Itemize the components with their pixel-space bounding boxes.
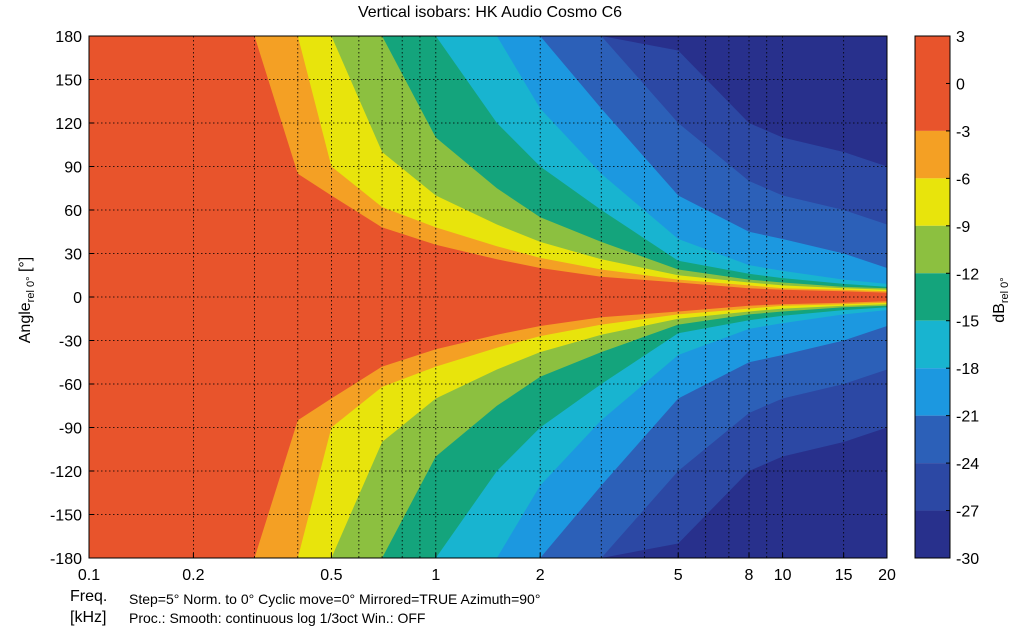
y-tick-label: 180 — [55, 29, 82, 46]
x-tick-label: 1 — [431, 567, 440, 584]
colorbar-swatch — [915, 130, 950, 179]
colorbar-swatch — [915, 273, 950, 321]
y-tick-label: -120 — [50, 464, 82, 481]
colorbar-tick-label: -21 — [956, 409, 979, 426]
colorbar-tick-label: -30 — [956, 551, 979, 568]
colorbar-tick-label: -27 — [956, 504, 979, 521]
y-tick-label: -60 — [59, 377, 82, 394]
colorbar-swatch — [915, 320, 950, 369]
colorbar-swatch — [915, 415, 950, 464]
colorbar-swatch — [915, 178, 950, 226]
colorbar-tick-label: -15 — [956, 314, 979, 331]
y-tick-labels: 180 150 120 90 60 30 0 -30 -60 -90 -120 -150 -180 — [50, 29, 94, 568]
isobar-fills — [89, 36, 887, 558]
x-tick-label: 2 — [536, 567, 545, 584]
chart-title: Vertical isobars: HK Audio Cosmo C6 — [357, 4, 623, 21]
colorbar-tick-label: -24 — [956, 456, 979, 473]
y-tick-label: -180 — [50, 551, 82, 568]
x-tick-label: 0.2 — [182, 567, 204, 584]
y-tick-label: 0 — [73, 290, 82, 307]
colorbar-tick-label: 3 — [956, 29, 965, 46]
y-tick-label: -90 — [59, 421, 82, 438]
colorbar-tick-label: 0 — [956, 76, 965, 93]
y-tick-label: 120 — [55, 116, 82, 133]
colorbar-tick-label: -6 — [956, 171, 970, 188]
colorbar-tick-labels: 3 0 -3 -6 -9 -12 -15 -18 -21 -24 -27 -30 — [946, 29, 979, 568]
y-tick-label: 60 — [64, 203, 82, 220]
footer-settings-line: Step=5° Norm. to 0° Cyclic move=0° Mirro… — [129, 591, 541, 607]
colorbar-tick-label: -18 — [956, 361, 979, 378]
x-axis-label-line1: Freq. — [70, 588, 108, 605]
footer-processing-line: Proc.: Smooth: continuous log 1/3oct Win… — [129, 610, 426, 626]
x-tick-label: 20 — [878, 567, 896, 584]
x-tick-label: 15 — [835, 567, 853, 584]
y-tick-label: 150 — [55, 73, 82, 90]
y-axis-label: Anglerel 0° [°] — [17, 257, 37, 343]
colorbar-swatch — [915, 36, 950, 131]
colorbar-swatch — [915, 510, 950, 558]
colorbar-label: dBrel 0° — [991, 277, 1011, 322]
plot-grid — [89, 36, 887, 558]
colorbar-tick-label: -9 — [956, 219, 970, 236]
isobar-band--3db — [89, 36, 887, 558]
x-tick-label: 5 — [674, 567, 683, 584]
x-tick-label: 8 — [745, 567, 754, 584]
colorbar-swatch — [915, 225, 950, 274]
x-tick-labels: 0.1 0.2 0.5 1 2 5 8 10 15 20 — [78, 553, 896, 584]
y-tick-label: -150 — [50, 508, 82, 525]
y-tick-label: 90 — [64, 160, 82, 177]
y-tick-label: 30 — [64, 247, 82, 264]
x-tick-label: 0.5 — [320, 567, 342, 584]
x-axis-label-line2: [kHz] — [70, 609, 107, 626]
colorbar-tick-label: -12 — [956, 266, 979, 283]
y-tick-label: -30 — [59, 334, 82, 351]
x-tick-label: 0.1 — [78, 567, 100, 584]
colorbar-frame — [914, 35, 951, 559]
colorbar-swatch — [915, 463, 950, 511]
x-tick-label: 10 — [774, 567, 792, 584]
colorbar-swatch — [915, 368, 950, 416]
colorbar-tick-label: -3 — [956, 124, 970, 141]
colorbar — [914, 35, 951, 559]
